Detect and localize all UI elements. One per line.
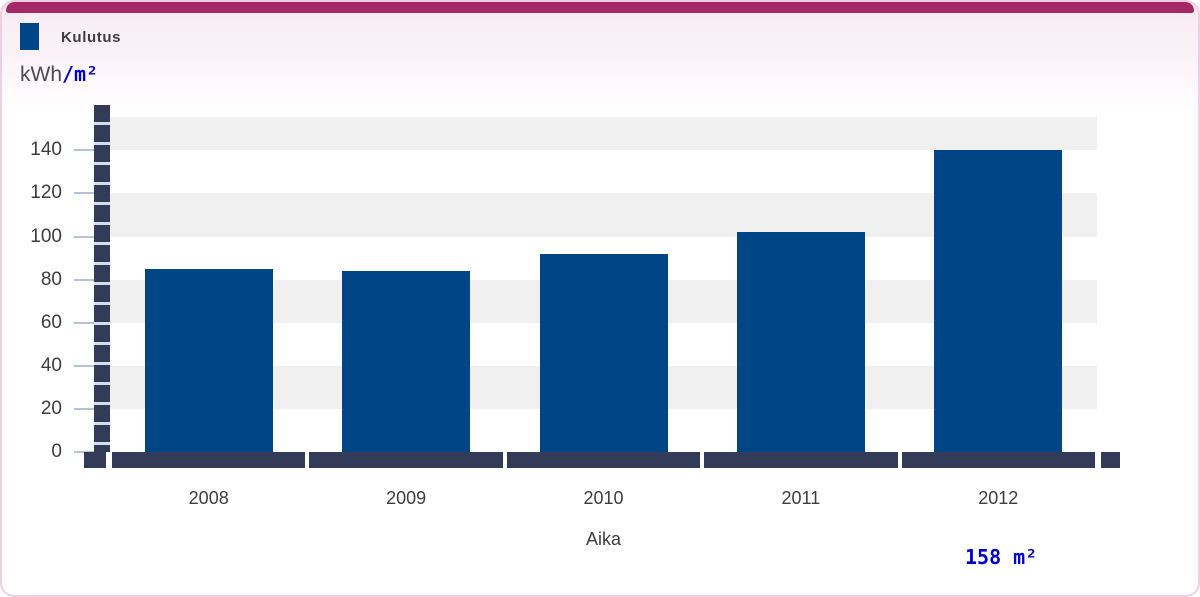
y-unit-suffix: /m²	[62, 62, 99, 86]
y-tick-line	[74, 149, 94, 152]
bar-2012[interactable]	[934, 150, 1063, 452]
x-tick-label: 2009	[386, 488, 427, 508]
x-axis-segment	[309, 452, 503, 468]
x-axis-segment	[1101, 452, 1120, 468]
grid-band	[110, 117, 1097, 151]
x-tick-label: 2008	[188, 488, 229, 508]
y-tick-line	[74, 192, 94, 195]
y-tick-label: 40	[40, 354, 62, 376]
x-tick-label: 2011	[781, 488, 821, 508]
x-tick-label: 2012	[978, 488, 1019, 508]
x-axis-segment	[901, 452, 1095, 468]
y-tick-label: 20	[40, 397, 62, 419]
x-axis-segment	[112, 452, 306, 468]
y-tick-label: 80	[40, 268, 62, 290]
accent-bar	[6, 2, 1194, 13]
y-tick-line	[74, 364, 94, 367]
legend-label: Kulutus	[61, 29, 122, 46]
x-axis-segment	[506, 452, 701, 468]
y-unit-prefix: kWh	[20, 63, 62, 86]
area-size-label: 158 m²	[965, 545, 1038, 569]
bar-2008[interactable]	[144, 268, 273, 452]
grid-band	[110, 193, 1097, 237]
x-tick-label: 2010	[583, 488, 624, 508]
x-axis-segment	[84, 452, 106, 468]
y-tick-line	[74, 235, 94, 238]
y-axis	[94, 105, 110, 452]
x-axis-title: Aika	[585, 529, 621, 549]
y-tick-label: 60	[40, 311, 62, 333]
legend: Kulutus	[20, 23, 121, 50]
legend-color-swatch	[20, 23, 39, 50]
y-axis-unit-label: kWh/m²	[20, 62, 98, 87]
y-tick-label: 100	[30, 225, 62, 247]
x-axis-segment	[704, 452, 898, 468]
y-tick-line	[74, 278, 94, 281]
y-tick-label: 140	[30, 139, 62, 161]
y-tick-label: 120	[30, 182, 62, 204]
bar-2010[interactable]	[539, 253, 668, 452]
bar-2009[interactable]	[342, 271, 471, 452]
y-tick-label: 0	[51, 441, 62, 462]
y-tick-line	[74, 407, 94, 410]
y-tick-line	[74, 321, 94, 324]
bar-2011[interactable]	[736, 232, 865, 452]
